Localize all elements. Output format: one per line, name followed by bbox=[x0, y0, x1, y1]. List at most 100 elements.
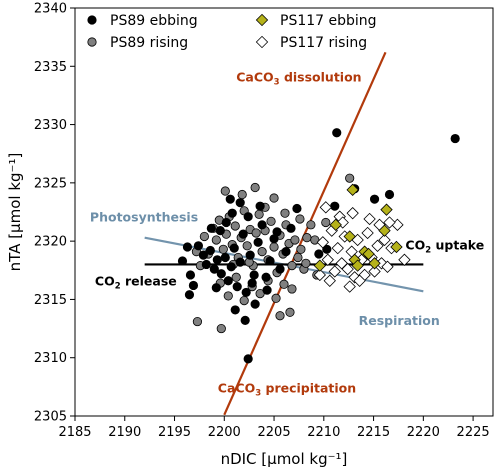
legend-label: PS117 ebbing bbox=[280, 13, 377, 29]
ps117-rising-point bbox=[353, 274, 366, 287]
ps89-ebbing-point bbox=[265, 256, 275, 266]
ps89-rising-point bbox=[223, 291, 233, 301]
annotation-dissolution-part: dissolution bbox=[280, 69, 362, 84]
ps89-ebbing-point bbox=[226, 262, 236, 272]
ps89-rising-point bbox=[275, 311, 285, 321]
ps117-ebbing-point bbox=[329, 218, 342, 231]
ps89-ebbing-point bbox=[243, 354, 253, 364]
ps89-ebbing-point bbox=[221, 217, 231, 228]
ps89-ebbing-point bbox=[212, 255, 222, 265]
ps89-rising-point bbox=[250, 182, 260, 193]
ps89-ebbing-point bbox=[198, 250, 208, 260]
y-axis-label: nTA [μmol kg⁻¹] bbox=[6, 153, 24, 272]
ps89-ebbing-point bbox=[450, 133, 460, 144]
ps89-ebbing-point bbox=[275, 264, 285, 274]
ps117-rising-point bbox=[378, 233, 391, 247]
annotation-co2-uptake-part: 2 bbox=[425, 245, 431, 255]
ps89-ebbing-point bbox=[201, 259, 211, 270]
ps89-rising-point bbox=[287, 261, 297, 271]
ps89-ebbing-point bbox=[230, 305, 240, 315]
annotation-co2-uptake-part: uptake bbox=[431, 237, 484, 252]
ps89-rising-point bbox=[345, 173, 355, 183]
ps89-rising-point bbox=[230, 221, 240, 231]
ps89-ebbing-point bbox=[206, 223, 216, 233]
ps89-ebbing-point bbox=[245, 250, 255, 260]
ps89-rising-point bbox=[290, 235, 300, 245]
annotation-co2-release-part: 2 bbox=[115, 281, 121, 291]
ps89-ebbing-point bbox=[227, 208, 237, 218]
ps89-rising-point bbox=[220, 186, 230, 196]
legend-marker bbox=[255, 35, 269, 49]
x-tick-label: 2220 bbox=[407, 425, 440, 440]
ps89-ebbing-point bbox=[243, 212, 253, 222]
x-tick-label: 2200 bbox=[208, 425, 241, 440]
annotation-precipitation: CaCO3 precipitation bbox=[218, 381, 356, 399]
y-tick-label: 2330 bbox=[34, 118, 67, 133]
ps117-rising-point bbox=[368, 265, 381, 278]
annotation-dissolution: CaCO3 dissolution bbox=[236, 69, 361, 87]
ps89-ebbing-point bbox=[184, 290, 195, 300]
x-tick-label: 2225 bbox=[457, 425, 490, 440]
ps89-ebbing-point bbox=[253, 237, 263, 247]
ps89-rising-point bbox=[296, 244, 306, 254]
ps117-ebbing-point bbox=[368, 257, 381, 270]
ps89-rising-point bbox=[251, 228, 261, 238]
ps89-rising-point bbox=[218, 244, 228, 254]
axis-ticks: 2185 2190 2195 2200 2205 2210 2215 2220 2225 2305… bbox=[34, 2, 490, 441]
ps89-ebbing-point bbox=[281, 247, 291, 257]
y-tick-label: 2305 bbox=[34, 410, 67, 425]
annotation-co2-release: CO2 release bbox=[95, 273, 177, 291]
ps89-ebbing-point bbox=[205, 245, 215, 256]
ps89-rising-point bbox=[271, 293, 281, 303]
ps89-rising-point bbox=[237, 189, 247, 200]
ps89-ebbing-point bbox=[220, 252, 230, 263]
ps117-rising-point bbox=[348, 271, 361, 284]
data-points bbox=[177, 128, 460, 364]
ps89-rising-point bbox=[211, 235, 221, 245]
x-axis-label: nDIC [μmol kg⁻¹] bbox=[221, 450, 348, 468]
ps117-rising-point bbox=[335, 257, 348, 270]
plot-frame bbox=[74, 7, 494, 417]
ps89-ebbing-point bbox=[177, 256, 188, 266]
ps117-rising-point bbox=[343, 280, 356, 293]
ps117-rising-point bbox=[381, 260, 394, 273]
ps89-rising-point bbox=[321, 217, 331, 228]
annotation-co2-release-part: release bbox=[121, 273, 177, 288]
ps89-rising-point bbox=[301, 258, 311, 268]
legend-label: PS89 ebbing bbox=[110, 13, 198, 29]
ps89-rising-point bbox=[192, 316, 203, 327]
ps89-ebbing-point bbox=[332, 128, 342, 138]
ps117-ebbing-point bbox=[380, 203, 393, 216]
ps89-ebbing-point bbox=[229, 243, 239, 253]
ps89-ebbing-point bbox=[322, 244, 332, 254]
legend-marker bbox=[87, 15, 97, 25]
ps89-ebbing-point bbox=[314, 249, 324, 259]
ps89-ebbing-point bbox=[286, 223, 296, 233]
ps89-rising-point bbox=[295, 214, 305, 224]
ps89-ebbing-point bbox=[384, 189, 395, 200]
ps117-rising-point bbox=[371, 239, 384, 252]
ps89-rising-point bbox=[242, 241, 252, 251]
legend: PS89 ebbing PS89 rising PS117 ebbing PS117 … bbox=[87, 13, 377, 51]
ps89-rising-point bbox=[287, 284, 297, 294]
ps89-ebbing-point bbox=[215, 226, 225, 236]
annotation-precipitation-part: 3 bbox=[255, 389, 261, 399]
ps89-rising-point bbox=[254, 209, 264, 219]
ps89-rising-point bbox=[269, 242, 279, 252]
ps89-ebbing-point bbox=[235, 198, 245, 208]
ps117-ebbing-point bbox=[313, 259, 326, 272]
ps117-rising-point bbox=[316, 236, 329, 249]
ps117-rising-point bbox=[323, 274, 336, 287]
ps89-ebbing-point bbox=[188, 280, 199, 291]
ps117-rising-point bbox=[313, 268, 326, 282]
ps89-ebbing-point bbox=[261, 272, 271, 282]
legend-label: PS117 rising bbox=[280, 35, 367, 51]
ps117-rising-point bbox=[331, 241, 344, 255]
y-tick-label: 2310 bbox=[34, 351, 67, 366]
x-tick-label: 2195 bbox=[158, 425, 191, 440]
ps117-rising-point bbox=[361, 226, 374, 240]
ps89-rising-point bbox=[269, 193, 279, 203]
ps89-ebbing-point bbox=[223, 276, 233, 286]
annotation-photosynthesis-part: Photosynthesis bbox=[90, 209, 198, 224]
